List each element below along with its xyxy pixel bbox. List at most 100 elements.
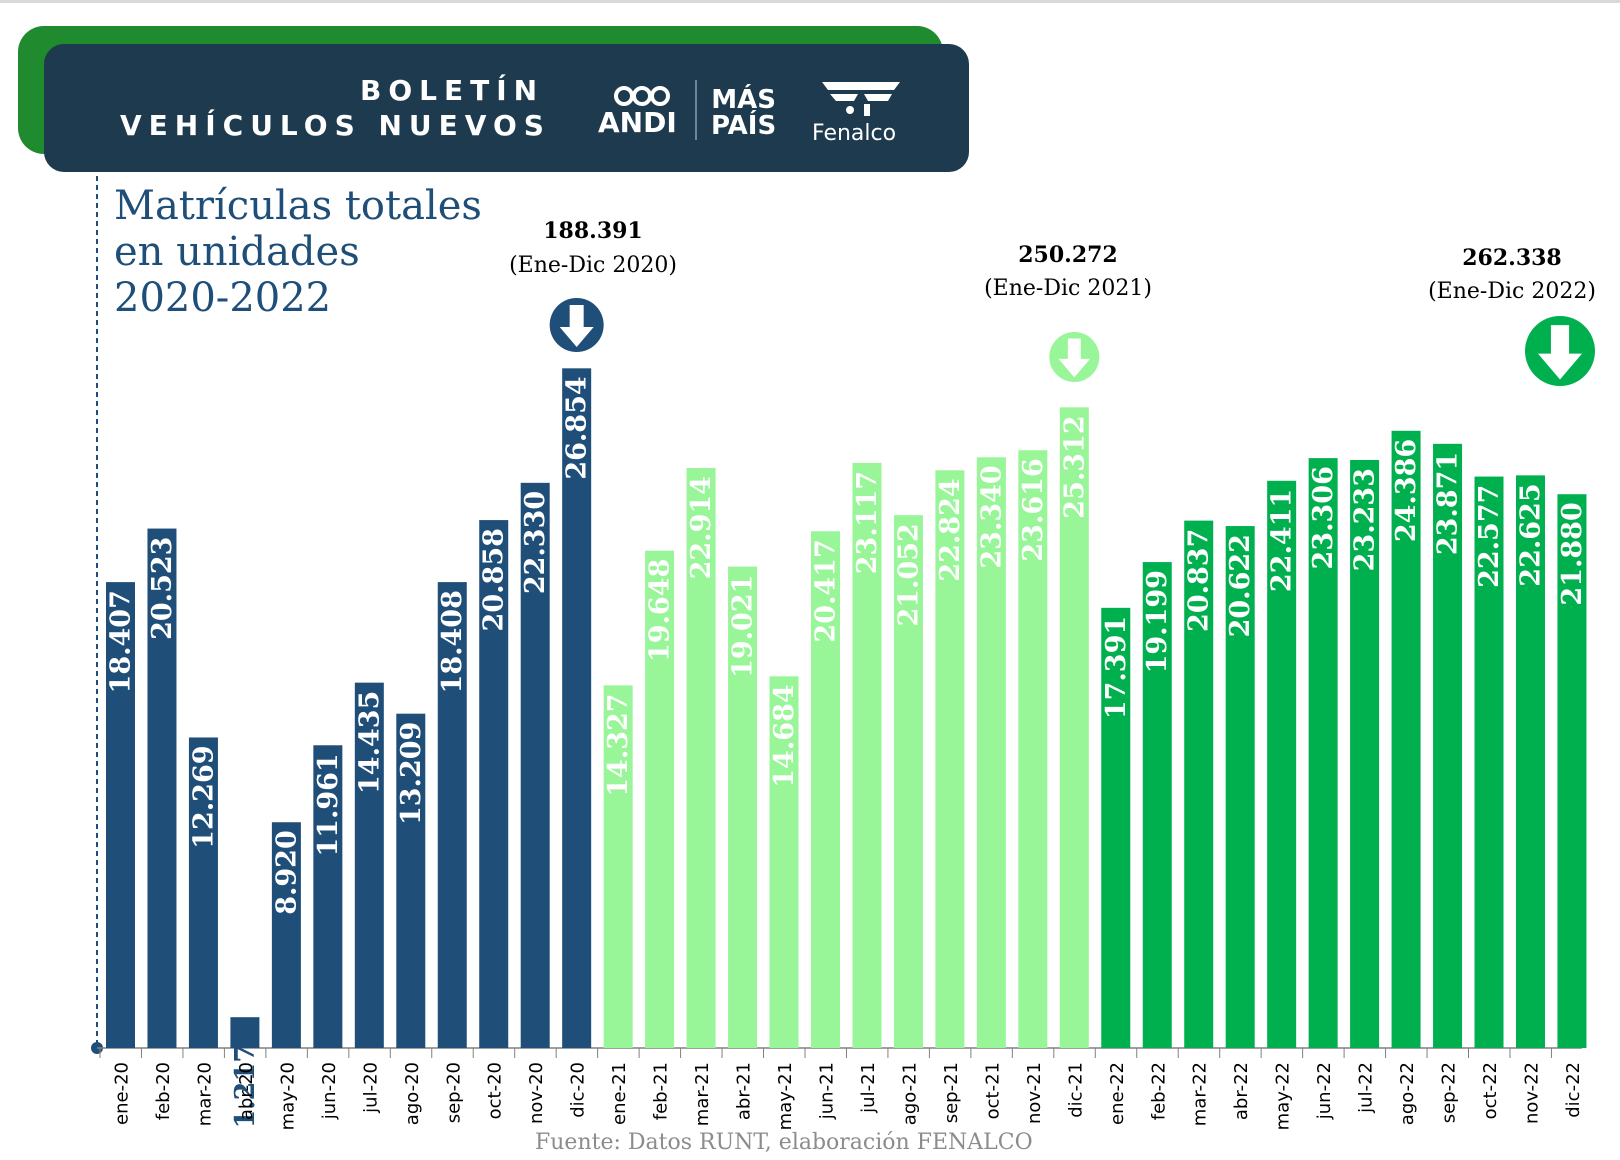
bar-value-label: 18.407 bbox=[106, 590, 137, 693]
bar-value-label: 26.854 bbox=[562, 376, 593, 479]
x-tick-label: feb-22 bbox=[1148, 1062, 1169, 1120]
x-tick-label: sep-22 bbox=[1439, 1062, 1460, 1123]
x-tick-label: jul-20 bbox=[360, 1062, 381, 1114]
bar bbox=[728, 566, 758, 1048]
bar-value-label: 22.411 bbox=[1267, 489, 1298, 592]
bar bbox=[769, 676, 799, 1048]
bar-value-label: 23.871 bbox=[1433, 452, 1464, 555]
x-tick-label: mar-22 bbox=[1190, 1062, 1211, 1126]
bar bbox=[1350, 459, 1380, 1048]
bar bbox=[1308, 458, 1338, 1049]
down-arrow-glyph bbox=[1537, 325, 1583, 380]
bar bbox=[520, 482, 550, 1048]
x-tick-label: abr-22 bbox=[1231, 1062, 1252, 1120]
x-tick-label: abr-20 bbox=[236, 1062, 257, 1120]
down-arrow-glyph bbox=[1058, 338, 1091, 378]
bar-value-label: 23.340 bbox=[976, 465, 1007, 568]
x-tick-label: mar-21 bbox=[692, 1062, 713, 1126]
bar bbox=[313, 745, 343, 1048]
x-tick-label: mar-20 bbox=[194, 1062, 215, 1126]
bar-value-label: 8.920 bbox=[271, 830, 302, 915]
x-tick-label: nov-22 bbox=[1521, 1062, 1542, 1124]
bar-value-label: 22.824 bbox=[935, 478, 966, 581]
top-divider bbox=[0, 0, 1620, 3]
banner-title-line2: VEHÍCULOS NUEVOS bbox=[120, 109, 551, 142]
bar bbox=[1018, 450, 1048, 1048]
bar-value-label: 20.417 bbox=[810, 539, 841, 642]
mas-pais-logo-line2: PAÍS bbox=[711, 111, 777, 141]
x-tick-label: ago-22 bbox=[1397, 1062, 1418, 1125]
bar-value-label: 22.625 bbox=[1515, 483, 1546, 586]
annotation-period: (Ene-Dic 2022) bbox=[1428, 279, 1596, 304]
bar bbox=[188, 737, 218, 1048]
x-tick-label: oct-20 bbox=[485, 1062, 506, 1119]
bar-value-label: 20.858 bbox=[479, 528, 510, 631]
bar-value-label: 22.330 bbox=[520, 491, 551, 594]
bar bbox=[603, 685, 633, 1048]
bar bbox=[686, 468, 716, 1049]
bar-value-label: 19.021 bbox=[728, 575, 759, 678]
x-tick-label: feb-20 bbox=[153, 1062, 174, 1120]
bar bbox=[271, 822, 301, 1048]
bar-value-label: 23.117 bbox=[852, 471, 883, 574]
x-tick-label: feb-21 bbox=[651, 1062, 672, 1120]
bar bbox=[1142, 562, 1172, 1048]
x-tick-label: nov-21 bbox=[1024, 1062, 1045, 1124]
annotation-period: (Ene-Dic 2020) bbox=[509, 253, 677, 278]
annotation-period: (Ene-Dic 2021) bbox=[984, 276, 1152, 301]
bar-value-label: 14.684 bbox=[769, 684, 800, 787]
bar bbox=[1184, 520, 1214, 1048]
x-tick-label: may-20 bbox=[277, 1062, 298, 1130]
mas-pais-logo: MÁS PAÍS bbox=[711, 87, 776, 139]
x-tick-label: dic-22 bbox=[1563, 1062, 1584, 1118]
bar bbox=[810, 531, 840, 1048]
bar-value-label: 19.648 bbox=[645, 559, 676, 662]
x-tick-label: ago-20 bbox=[402, 1062, 423, 1125]
annotation-total: 262.338 bbox=[1462, 245, 1562, 271]
bar bbox=[1225, 526, 1255, 1048]
bar-value-label: 22.914 bbox=[686, 476, 717, 579]
down-arrow-glyph bbox=[559, 305, 594, 347]
x-tick-label: may-21 bbox=[775, 1062, 796, 1130]
bar-value-label: 17.391 bbox=[1101, 616, 1132, 719]
bar bbox=[147, 528, 177, 1048]
bar-value-label: 23.233 bbox=[1350, 468, 1381, 571]
bar bbox=[852, 462, 882, 1049]
bar-value-label: 20.837 bbox=[1184, 529, 1215, 632]
bar bbox=[1059, 407, 1089, 1048]
source-note: Fuente: Datos RUNT, elaboración FENALCO bbox=[535, 1130, 1033, 1155]
x-tick-label: jun-22 bbox=[1314, 1062, 1335, 1120]
bar bbox=[1557, 494, 1587, 1049]
andi-logo-text: ANDI bbox=[598, 106, 677, 139]
bar-value-label: 20.622 bbox=[1225, 534, 1256, 637]
bar-value-label: 19.199 bbox=[1142, 570, 1173, 673]
x-tick-label: dic-21 bbox=[1065, 1062, 1086, 1118]
bar bbox=[1474, 476, 1504, 1048]
bar-value-label: 11.961 bbox=[313, 753, 344, 856]
bar bbox=[976, 457, 1006, 1048]
bar bbox=[354, 682, 384, 1048]
bar-value-label: 21.052 bbox=[893, 523, 924, 626]
bar bbox=[893, 515, 923, 1048]
bar bbox=[645, 550, 675, 1048]
x-tick-label: may-22 bbox=[1273, 1062, 1294, 1130]
x-tick-label: oct-22 bbox=[1480, 1062, 1501, 1119]
chart-title: Matrículas totales en unidades 2020-2022 bbox=[114, 183, 482, 321]
x-tick-label: jul-21 bbox=[858, 1062, 879, 1114]
bar bbox=[437, 582, 467, 1048]
x-tick-label: jul-22 bbox=[1356, 1062, 1377, 1114]
bar-value-label: 20.523 bbox=[147, 537, 178, 640]
x-tick-label: nov-20 bbox=[526, 1062, 547, 1124]
annotation-total: 188.391 bbox=[543, 218, 643, 244]
bar bbox=[1433, 443, 1463, 1049]
x-tick-label: jun-20 bbox=[319, 1062, 340, 1120]
bar-value-label: 21.880 bbox=[1557, 502, 1588, 605]
logo-divider bbox=[695, 80, 697, 140]
andi-logo-icon bbox=[614, 86, 670, 106]
bar-value-label: 12.269 bbox=[188, 745, 219, 848]
bar bbox=[230, 1017, 260, 1048]
bar-value-label: 14.435 bbox=[354, 691, 385, 794]
bar-value-label: 24.386 bbox=[1391, 439, 1422, 542]
bar bbox=[1515, 475, 1545, 1049]
banner-title-line1: BOLETÍN bbox=[360, 74, 545, 107]
